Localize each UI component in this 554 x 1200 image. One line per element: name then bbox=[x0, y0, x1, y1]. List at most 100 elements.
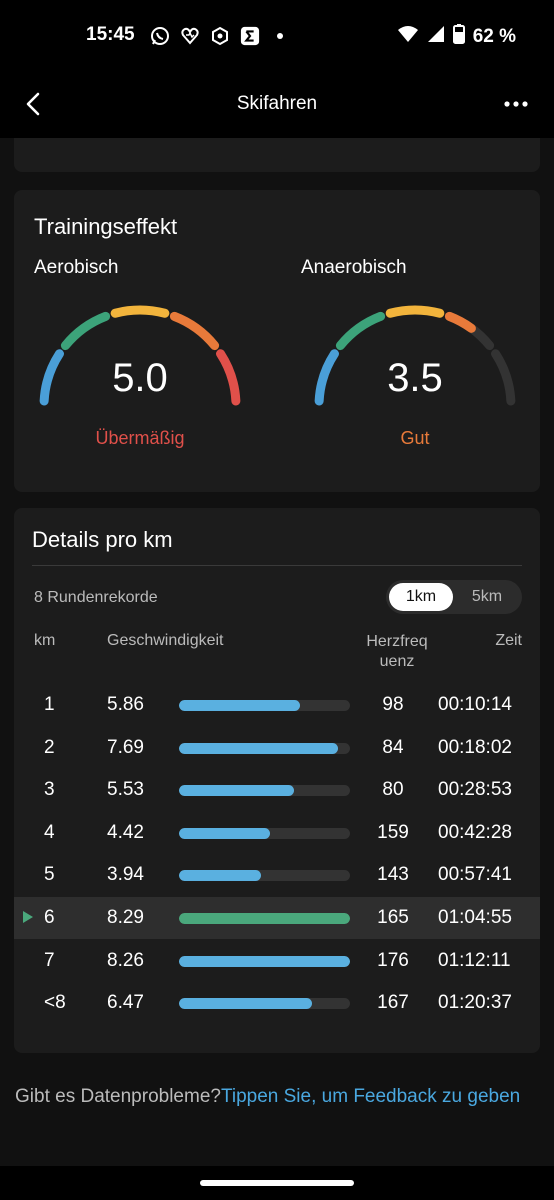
aerobic-status: Übermäßig bbox=[95, 428, 185, 448]
speed-bar bbox=[179, 998, 350, 1010]
time-value: 00:57:41 bbox=[438, 864, 512, 886]
heart-rate-value: 143 bbox=[377, 864, 409, 886]
gauge-segment-partial bbox=[444, 311, 476, 333]
back-arrow-icon[interactable] bbox=[20, 90, 48, 118]
km-number: 5 bbox=[44, 864, 55, 886]
status-bar: 15:45 62 % bbox=[0, 0, 554, 72]
time-value: 00:10:14 bbox=[438, 694, 512, 715]
speed-bar bbox=[179, 827, 350, 839]
km-row[interactable]: 7 8.26 176 01:12:11 bbox=[14, 940, 540, 982]
selected-marker-icon bbox=[23, 911, 33, 923]
heart-rate-value: 98 bbox=[382, 694, 404, 715]
km-row[interactable]: 1 5.86 98 00:10:14 bbox=[14, 684, 540, 726]
heart-rate-value: 84 bbox=[382, 736, 404, 758]
speed-bar bbox=[179, 955, 350, 967]
time-value: 01:20:37 bbox=[438, 992, 512, 1014]
anaerobic-value: 3.5 bbox=[387, 356, 443, 400]
column-header-time: Zeit bbox=[495, 632, 522, 649]
system-status: 62 % bbox=[397, 24, 516, 49]
km-number: 3 bbox=[44, 779, 55, 801]
gauge-segment bbox=[491, 349, 516, 406]
speed-value: 3.94 bbox=[107, 864, 144, 886]
speed-bar bbox=[179, 785, 350, 797]
training-effect-card: Trainingseffekt Aerobisch Anaerobisch 5.… bbox=[14, 190, 540, 492]
speed-value: 8.26 bbox=[107, 949, 144, 971]
speed-value: 4.42 bbox=[107, 821, 144, 843]
km-row[interactable]: 4 4.42 159 00:42:28 bbox=[14, 812, 540, 854]
speed-bar-fill bbox=[179, 742, 339, 754]
scroll-content[interactable]: Trainingseffekt Aerobisch Anaerobisch 5.… bbox=[0, 138, 554, 1166]
heart-rate-value: 80 bbox=[382, 779, 404, 801]
column-header-heartrate: Herzfreq uenz bbox=[362, 632, 432, 672]
gauge-segment bbox=[216, 349, 241, 406]
speed-bar-fill bbox=[179, 827, 270, 839]
speed-bar-fill bbox=[179, 870, 262, 882]
time-value: 00:42:28 bbox=[438, 821, 512, 843]
home-gesture-handle[interactable] bbox=[200, 1180, 354, 1186]
gauge-segment bbox=[169, 311, 220, 351]
km-number: 1 bbox=[44, 694, 55, 715]
gauge-segment bbox=[110, 305, 170, 318]
column-header-speed: Geschwindigkeit bbox=[107, 632, 224, 649]
lap-records-count: 8 Rundenrekorde bbox=[34, 589, 158, 606]
time-value: 01:12:11 bbox=[438, 949, 511, 971]
heart-rate-value: 176 bbox=[377, 949, 409, 971]
feedback-link[interactable]: Tippen Sie, um Feedback zu geben bbox=[220, 1086, 521, 1107]
km-row[interactable]: 6 8.29 165 01:04:55 bbox=[14, 897, 540, 939]
dot-icon bbox=[270, 26, 290, 46]
speed-value: 8.29 bbox=[107, 907, 144, 928]
aerobic-label: Aerobisch bbox=[34, 257, 119, 278]
more-options-icon[interactable] bbox=[502, 92, 530, 116]
battery-percent: 62 % bbox=[472, 25, 516, 47]
aerobic-gauge bbox=[39, 305, 241, 406]
speed-bar bbox=[179, 700, 350, 711]
training-effect-title: Trainingseffekt bbox=[34, 214, 178, 239]
km-number: 4 bbox=[44, 821, 55, 843]
app-bar: Skifahren bbox=[0, 72, 554, 138]
toggle-1km[interactable]: 1km bbox=[389, 583, 453, 611]
anaerobic-label: Anaerobisch bbox=[301, 257, 407, 278]
gauge-segment bbox=[314, 349, 339, 406]
column-header-heartrate-line2: uenz bbox=[379, 653, 415, 670]
km-number: <8 bbox=[44, 992, 66, 1014]
km-row[interactable]: 2 7.69 84 00:18:02 bbox=[14, 727, 540, 769]
gauge-segment bbox=[385, 305, 445, 318]
speed-bar bbox=[179, 913, 350, 924]
column-header-km: km bbox=[34, 632, 56, 649]
speed-bar-fill bbox=[179, 700, 301, 711]
km-number: 6 bbox=[44, 907, 55, 928]
anaerobic-gauge bbox=[314, 305, 516, 406]
speed-value: 7.69 bbox=[107, 736, 144, 758]
heart-rate-value: 167 bbox=[377, 992, 409, 1014]
gauge-segment bbox=[335, 311, 386, 351]
aerobic-value: 5.0 bbox=[112, 356, 168, 400]
speed-bar-fill bbox=[179, 913, 350, 924]
heart-rate-value: 159 bbox=[377, 821, 409, 843]
distance-toggle: 1km 5km bbox=[386, 580, 522, 614]
battery-icon bbox=[452, 24, 465, 49]
sigma-icon bbox=[240, 26, 260, 46]
feedback-question: Gibt es Datenprobleme? bbox=[15, 1086, 221, 1107]
km-row[interactable]: 5 3.94 143 00:57:41 bbox=[14, 854, 540, 896]
signal-icon bbox=[427, 25, 445, 48]
km-row[interactable]: <8 6.47 167 01:20:37 bbox=[14, 982, 540, 1024]
gauge-segment bbox=[39, 349, 64, 406]
time-value: 00:18:02 bbox=[438, 736, 512, 758]
navigation-bar bbox=[0, 1166, 554, 1200]
speed-bar bbox=[179, 870, 350, 882]
status-time: 15:45 bbox=[86, 24, 135, 45]
time-value: 01:04:55 bbox=[438, 907, 512, 928]
previous-card-remnant bbox=[14, 138, 540, 172]
page-title: Skifahren bbox=[236, 93, 318, 114]
notification-icons bbox=[150, 26, 290, 46]
km-number: 7 bbox=[44, 949, 55, 971]
heart-rate-value: 165 bbox=[377, 907, 409, 928]
km-row[interactable]: 3 5.53 80 00:28:53 bbox=[14, 769, 540, 811]
gauge-segment bbox=[60, 311, 111, 351]
speed-value: 5.86 bbox=[107, 694, 144, 715]
speed-bar-fill bbox=[179, 955, 350, 967]
heart-icon bbox=[180, 26, 200, 46]
speed-value: 6.47 bbox=[107, 992, 144, 1014]
speed-bar-fill bbox=[179, 785, 294, 797]
toggle-5km[interactable]: 5km bbox=[471, 588, 503, 605]
